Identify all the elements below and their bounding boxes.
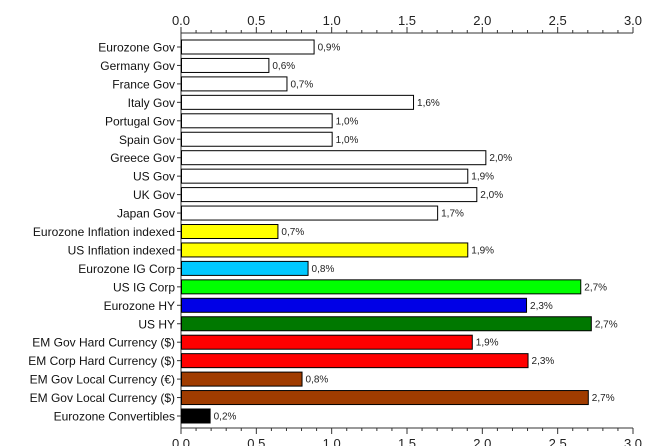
- data-label: 2,0%: [489, 153, 512, 164]
- category-label: Italy Gov: [128, 96, 175, 110]
- data-label: 0,8%: [306, 375, 329, 386]
- category-label: Eurozone Inflation indexed: [33, 225, 175, 239]
- category-label: Germany Gov: [100, 59, 175, 73]
- bar: [181, 316, 592, 332]
- category-label: Japan Gov: [117, 207, 175, 221]
- bar: [181, 168, 469, 184]
- category-label: Spain Gov: [119, 133, 175, 147]
- x-tick-label: 1.5: [398, 13, 416, 28]
- bar: [181, 224, 279, 239]
- value-labels: 0,9% 0,6% 0,7% 1,6% 1,0% 1,0% 2,0% 1,9% 2,0% 1,7%…: [214, 43, 618, 423]
- bar: [181, 334, 473, 350]
- x-tick-label: 0.0: [172, 436, 190, 446]
- bar: [181, 353, 529, 369]
- x-tick-label: 1.0: [323, 13, 341, 28]
- data-label: 0,9%: [318, 43, 341, 54]
- category-label: US HY: [138, 317, 175, 331]
- category-label: Portugal Gov: [105, 114, 175, 128]
- category-label: Eurozone IG Corp: [78, 262, 175, 276]
- bar: [181, 297, 528, 313]
- category-label: US Gov: [133, 170, 175, 184]
- bar: [181, 94, 415, 110]
- x-tick-label: 2.5: [549, 13, 567, 28]
- x-tick-label: 0.5: [247, 13, 265, 28]
- x-tick-label: 3.0: [624, 436, 642, 446]
- bar: [181, 187, 478, 203]
- category-label: US IG Corp: [113, 280, 175, 294]
- top-x-axis: 0.0 0.5 1.0 1.5 2.0 2.5 3.0: [172, 13, 642, 34]
- x-tick-label: 2.5: [549, 436, 567, 446]
- data-label: 2,0%: [480, 190, 503, 201]
- x-tick-label: 1.5: [398, 436, 416, 446]
- data-label: 1,0%: [336, 135, 359, 146]
- data-label: 1,9%: [471, 172, 494, 183]
- bar: [181, 260, 309, 276]
- bar: [181, 371, 303, 387]
- x-tick-label: 2.0: [473, 436, 491, 446]
- category-labels: Eurozone Gov Germany Gov France Gov Italy G…: [28, 41, 181, 424]
- bar: [181, 76, 288, 92]
- bar: [181, 113, 333, 129]
- data-label: 0,8%: [312, 264, 335, 275]
- category-label: Greece Gov: [110, 151, 175, 165]
- category-label: Eurozone Convertibles: [54, 410, 175, 424]
- category-label: EM Gov Local Currency (€): [30, 373, 175, 387]
- bar: [181, 150, 487, 166]
- category-label: Eurozone HY: [104, 299, 175, 313]
- data-label: 1,0%: [336, 116, 359, 127]
- bar: [181, 279, 582, 295]
- data-label: 1,9%: [476, 338, 499, 349]
- data-label: 2,7%: [584, 282, 607, 293]
- category-label: US Inflation indexed: [68, 243, 175, 257]
- data-label: 2,3%: [532, 356, 555, 367]
- data-label: 2,7%: [592, 393, 615, 404]
- bar: [181, 39, 315, 55]
- bar: [181, 57, 270, 73]
- x-tick-label: 1.0: [323, 436, 341, 446]
- bottom-x-axis: 0.0 0.5 1.0 1.5 2.0 2.5 3.0: [172, 427, 642, 446]
- category-label: EM Corp Hard Currency ($): [28, 354, 175, 368]
- data-label: 0,6%: [272, 61, 295, 72]
- data-label: 1,6%: [417, 98, 440, 109]
- bar: [181, 242, 469, 258]
- bar: [181, 131, 333, 147]
- x-tick-label: 0.5: [247, 436, 265, 446]
- category-label: UK Gov: [133, 188, 175, 202]
- bar: [181, 205, 439, 221]
- data-label: 1,9%: [471, 245, 494, 256]
- data-label: 0,7%: [290, 79, 313, 90]
- bars-group: [181, 39, 592, 424]
- data-label: 2,7%: [595, 319, 618, 330]
- bar: [181, 408, 211, 424]
- data-label: 0,7%: [281, 227, 304, 238]
- data-label: 1,7%: [441, 209, 464, 220]
- category-label: France Gov: [112, 77, 175, 91]
- x-tick-label: 3.0: [624, 13, 642, 28]
- x-tick-label: 2.0: [473, 13, 491, 28]
- category-label: EM Gov Hard Currency ($): [32, 336, 175, 350]
- data-label: 2,3%: [530, 301, 553, 312]
- x-tick-label: 0.0: [172, 13, 190, 28]
- category-label: EM Gov Local Currency ($): [30, 391, 175, 405]
- category-label: Eurozone Gov: [98, 41, 175, 55]
- data-label: 0,2%: [214, 412, 237, 423]
- bar: [181, 390, 589, 406]
